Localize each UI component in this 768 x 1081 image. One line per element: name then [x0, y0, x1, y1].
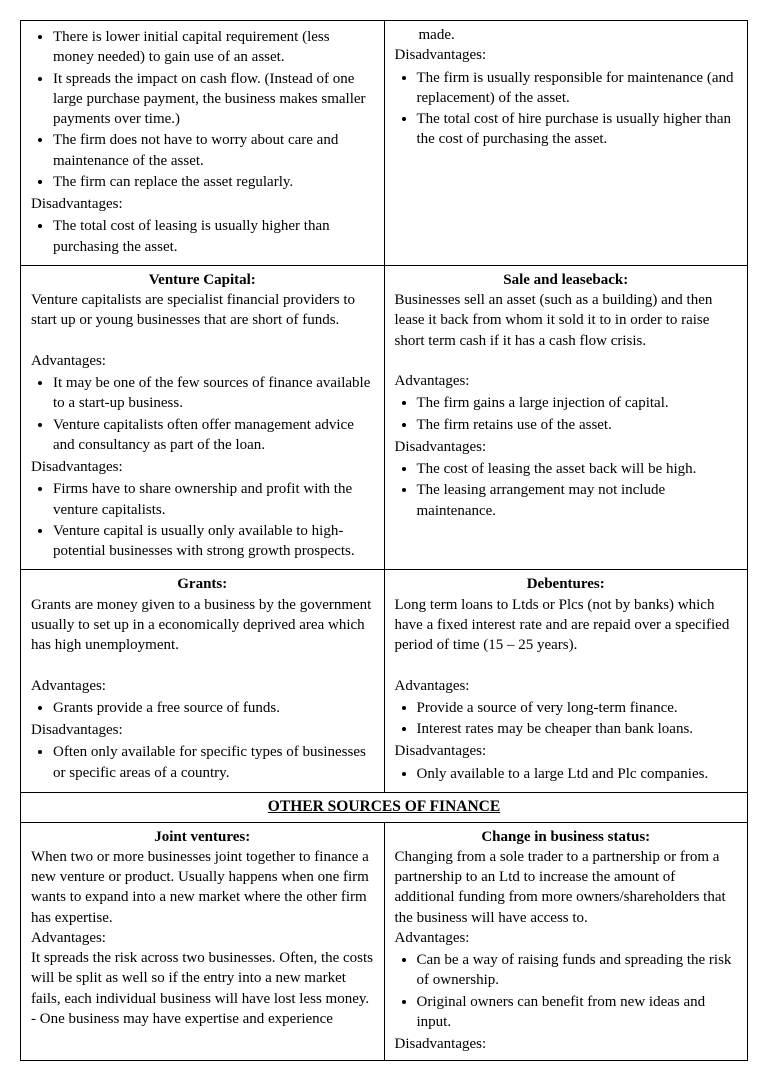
grants-advantages: Grants provide a free source of funds. — [31, 698, 374, 718]
section-title: Grants: — [31, 574, 374, 594]
sale-leaseback-advantages: The firm gains a large injection of capi… — [395, 393, 738, 435]
list-item: Interest rates may be cheaper than bank … — [417, 719, 738, 739]
intro-text: Changing from a sole trader to a partner… — [395, 847, 738, 928]
disadvantages-label: Disadvantages: — [395, 45, 738, 65]
cell-hire-purchase-continued: made. Disadvantages: The firm is usually… — [384, 21, 748, 266]
disadvantages-label: Disadvantages: — [395, 1034, 738, 1054]
venture-capital-disadvantages: Firms have to share ownership and profit… — [31, 479, 374, 561]
venture-capital-advantages: It may be one of the few sources of fina… — [31, 373, 374, 455]
hire-purchase-disadvantages-list: The firm is usually responsible for main… — [395, 68, 738, 150]
section-title: Venture Capital: — [31, 270, 374, 290]
list-item: Provide a source of very long-term finan… — [417, 698, 738, 718]
list-item: Grants provide a free source of funds. — [53, 698, 374, 718]
list-item: Venture capital is usually only availabl… — [53, 521, 374, 562]
section-title: Joint ventures: — [31, 827, 374, 847]
list-item: The firm gains a large injection of capi… — [417, 393, 738, 413]
cell-venture-capital: Venture Capital: Venture capitalists are… — [21, 265, 385, 570]
advantages-label: Advantages: — [31, 676, 374, 696]
list-item: There is lower initial capital requireme… — [53, 27, 374, 68]
list-item: Can be a way of raising funds and spread… — [417, 950, 738, 991]
advantages-label: Advantages: — [31, 351, 374, 371]
change-status-advantages: Can be a way of raising funds and spread… — [395, 950, 738, 1032]
list-item: The leasing arrangement may not include … — [417, 480, 738, 521]
list-item: Only available to a large Ltd and Plc co… — [417, 764, 738, 784]
advantages-text: It spreads the risk across two businesse… — [31, 948, 374, 1009]
grants-disadvantages: Often only available for specific types … — [31, 742, 374, 783]
list-item: The firm can replace the asset regularly… — [53, 172, 374, 192]
trailing-text: made. — [395, 25, 738, 45]
advantages-label: Advantages: — [31, 928, 374, 948]
section-header-other-sources: OTHER SOURCES OF FINANCE — [21, 792, 748, 822]
advantages-label: Advantages: — [395, 676, 738, 696]
cell-grants: Grants: Grants are money given to a busi… — [21, 570, 385, 793]
list-item: It may be one of the few sources of fina… — [53, 373, 374, 414]
list-item: Often only available for specific types … — [53, 742, 374, 783]
disadvantages-label: Disadvantages: — [31, 720, 374, 740]
list-item: The firm does not have to worry about ca… — [53, 130, 374, 171]
disadvantages-label: Disadvantages: — [395, 741, 738, 761]
debentures-advantages: Provide a source of very long-term finan… — [395, 698, 738, 740]
debentures-disadvantages: Only available to a large Ltd and Plc co… — [395, 764, 738, 784]
leasing-disadvantages-list: The total cost of leasing is usually hig… — [31, 216, 374, 257]
leasing-advantages-list: There is lower initial capital requireme… — [31, 27, 374, 192]
advantages-label: Advantages: — [395, 928, 738, 948]
disadvantages-label: Disadvantages: — [31, 457, 374, 477]
list-item: It spreads the impact on cash flow. (Ins… — [53, 69, 374, 130]
cell-change-business-status: Change in business status: Changing from… — [384, 822, 748, 1061]
sale-leaseback-disadvantages: The cost of leasing the asset back will … — [395, 459, 738, 521]
list-item: The firm retains use of the asset. — [417, 415, 738, 435]
cell-leasing-continued: There is lower initial capital requireme… — [21, 21, 385, 266]
intro-text: Grants are money given to a business by … — [31, 595, 374, 656]
cell-sale-leaseback: Sale and leaseback: Businesses sell an a… — [384, 265, 748, 570]
cell-debentures: Debentures: Long term loans to Ltds or P… — [384, 570, 748, 793]
intro-text: Businesses sell an asset (such as a buil… — [395, 290, 738, 351]
disadvantages-label: Disadvantages: — [31, 194, 374, 214]
section-title: Change in business status: — [395, 827, 738, 847]
section-title: Debentures: — [395, 574, 738, 594]
extra-line: - One business may have expertise and ex… — [31, 1009, 374, 1029]
advantages-label: Advantages: — [395, 371, 738, 391]
list-item: The cost of leasing the asset back will … — [417, 459, 738, 479]
list-item: The firm is usually responsible for main… — [417, 68, 738, 109]
intro-text: Long term loans to Ltds or Plcs (not by … — [395, 595, 738, 656]
list-item: Firms have to share ownership and profit… — [53, 479, 374, 520]
section-title: Sale and leaseback: — [395, 270, 738, 290]
cell-joint-ventures: Joint ventures: When two or more busines… — [21, 822, 385, 1061]
finance-sources-table: There is lower initial capital requireme… — [20, 20, 748, 1061]
list-item: Venture capitalists often offer manageme… — [53, 415, 374, 456]
list-item: The total cost of leasing is usually hig… — [53, 216, 374, 257]
disadvantages-label: Disadvantages: — [395, 437, 738, 457]
intro-text: Venture capitalists are specialist finan… — [31, 290, 374, 331]
list-item: The total cost of hire purchase is usual… — [417, 109, 738, 150]
intro-text: When two or more businesses joint togeth… — [31, 847, 374, 928]
